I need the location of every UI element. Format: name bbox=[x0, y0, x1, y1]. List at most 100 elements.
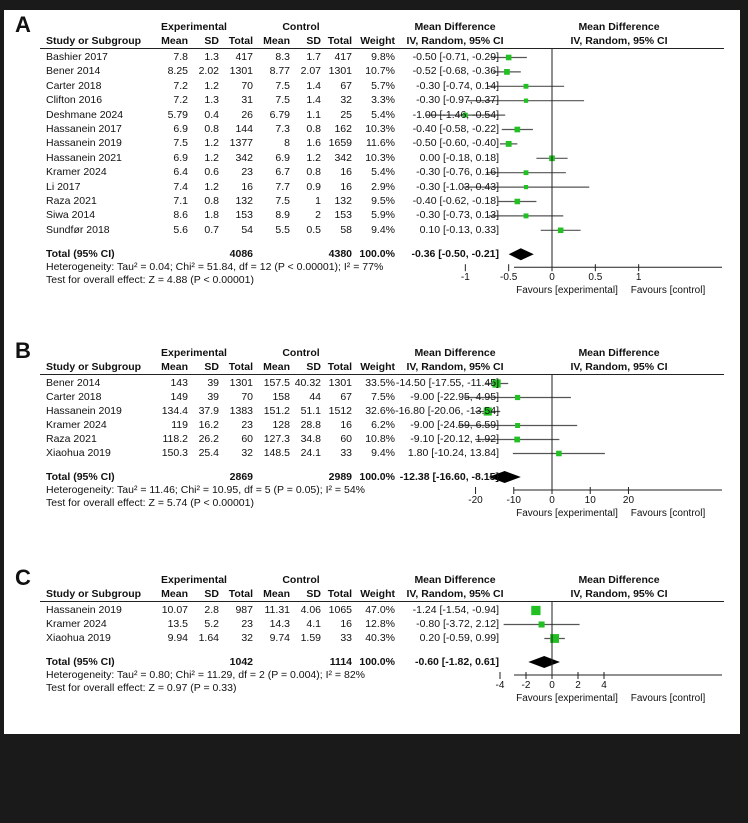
study-cell-e-mean: 7.4 bbox=[173, 180, 188, 193]
total-weight: 100.0% bbox=[359, 248, 395, 261]
total-control: 1114 bbox=[329, 656, 352, 668]
x-tick-label: 0 bbox=[549, 272, 555, 284]
study-cell-c-sd: 34.8 bbox=[300, 433, 321, 445]
column-header: SD bbox=[204, 588, 219, 600]
study-cell-e-sd: 1.2 bbox=[204, 151, 219, 164]
study-cell-e-sd: 1.3 bbox=[204, 94, 219, 107]
study-cell-c-sd: 40.32 bbox=[294, 377, 321, 389]
study-cell-e-mean: 9.94 bbox=[167, 632, 188, 644]
study-cell-c-mean: 7.5 bbox=[275, 195, 290, 207]
plot-header-title: Mean Difference bbox=[578, 574, 660, 586]
group-header-control: Control bbox=[282, 347, 320, 359]
favours-experimental-label: Favours [experimental] bbox=[516, 693, 618, 704]
x-tick-label: -20 bbox=[468, 495, 483, 506]
study-cell-c-total: 1065 bbox=[328, 604, 352, 616]
study-cell-e-total: 132 bbox=[235, 195, 253, 207]
study-cell-c-total: 153 bbox=[334, 209, 352, 222]
study-cell-c-total: 16 bbox=[340, 618, 352, 630]
study-name: Hassanein 2021 bbox=[46, 151, 122, 164]
study-name: Carter 2018 bbox=[46, 391, 102, 403]
study-cell-e-mean: 150.3 bbox=[161, 447, 188, 459]
plot-header-subtitle: IV, Random, 95% CI bbox=[570, 35, 668, 47]
total-label: Total (95% CI) bbox=[46, 248, 115, 261]
study-cell-md-text: -0.30 [-0.74, 0.14] bbox=[416, 79, 499, 92]
study-cell-e-mean: 118.2 bbox=[162, 433, 189, 445]
study-cell-e-mean: 7.2 bbox=[173, 79, 188, 92]
study-cell-c-mean: 5.5 bbox=[275, 223, 290, 236]
heterogeneity-text: Heterogeneity: Tau² = 0.80; Chi² = 11.29… bbox=[46, 669, 365, 681]
study-cell-c-sd: 1.4 bbox=[306, 94, 321, 107]
study-cell-c-mean: 11.31 bbox=[264, 604, 291, 616]
study-cell-md-text: -0.52 [-0.68, -0.36] bbox=[412, 65, 499, 78]
favours-experimental-label: Favours [experimental] bbox=[516, 508, 618, 519]
study-cell-c-total: 342 bbox=[334, 151, 352, 164]
total-experimental: 4086 bbox=[229, 248, 253, 261]
study-cell-md-text: -0.30 [-0.76, 0.16] bbox=[416, 166, 499, 179]
x-tick-label: -1 bbox=[460, 272, 470, 284]
study-cell-c-sd: 1.7 bbox=[306, 51, 321, 63]
study-name: Carter 2018 bbox=[46, 79, 102, 92]
study-name: Hassanein 2019 bbox=[46, 405, 122, 417]
column-header: Total bbox=[228, 588, 253, 600]
study-cell-c-sd: 0.9 bbox=[306, 180, 321, 193]
study-cell-c-mean: 7.7 bbox=[275, 180, 290, 193]
pooled-diamond bbox=[488, 471, 521, 483]
study-cell-e-total: 70 bbox=[241, 391, 253, 403]
effect-marker bbox=[505, 54, 512, 61]
effect-header-title: Mean Difference bbox=[414, 574, 496, 586]
study-cell-md-text: 0.00 [-0.18, 0.18] bbox=[419, 151, 499, 164]
study-cell-md-text: -0.40 [-0.62, -0.18] bbox=[412, 195, 499, 207]
study-cell-c-sd: 0.5 bbox=[306, 223, 321, 236]
total-effect: -12.38 [-16.60, -8.15] bbox=[399, 471, 499, 483]
study-cell-e-sd: 39 bbox=[207, 391, 219, 403]
study-cell-c-sd: 4.1 bbox=[306, 618, 321, 630]
study-cell-c-sd: 51.1 bbox=[300, 405, 321, 417]
study-cell-weight: 9.4% bbox=[371, 447, 395, 459]
column-header: Study or Subgroup bbox=[46, 588, 142, 600]
study-name: Kramer 2024 bbox=[46, 166, 107, 179]
favours-control-label: Favours [control] bbox=[630, 693, 706, 704]
study-cell-c-mean: 7.5 bbox=[275, 79, 290, 92]
study-cell-e-mean: 7.2 bbox=[173, 94, 188, 107]
effect-marker bbox=[556, 450, 562, 457]
panel-label: B bbox=[15, 338, 31, 363]
study-cell-e-mean: 149 bbox=[170, 391, 188, 403]
study-cell-c-mean: 7.3 bbox=[275, 123, 290, 135]
forest-plot-svg bbox=[499, 601, 722, 679]
study-cell-c-sd: 2.07 bbox=[300, 65, 321, 78]
total-effect: -0.36 [-0.50, -0.21] bbox=[411, 248, 499, 261]
panel-label: C bbox=[15, 565, 31, 590]
study-cell-weight: 33.5% bbox=[365, 377, 395, 389]
study-name: Hassanein 2019 bbox=[46, 604, 122, 616]
study-name: Bener 2014 bbox=[46, 65, 101, 78]
header-rule bbox=[40, 374, 724, 375]
study-cell-c-total: 162 bbox=[334, 123, 352, 135]
study-cell-c-total: 33 bbox=[340, 447, 352, 459]
study-cell-c-total: 1512 bbox=[328, 405, 352, 417]
study-cell-c-mean: 8 bbox=[284, 137, 290, 150]
group-header-experimental: Experimental bbox=[161, 347, 227, 359]
heterogeneity-text: Heterogeneity: Tau² = 0.04; Chi² = 51.84… bbox=[46, 261, 384, 274]
pooled-diamond bbox=[528, 656, 560, 668]
study-cell-c-total: 417 bbox=[334, 51, 352, 63]
study-name: Xiaohua 2019 bbox=[46, 447, 111, 459]
effect-marker bbox=[531, 605, 541, 616]
x-tick-label: 20 bbox=[622, 495, 635, 506]
study-cell-e-mean: 6.9 bbox=[173, 123, 188, 135]
study-cell-md-text: -16.80 [-20.06, -13.54] bbox=[395, 405, 499, 417]
study-cell-e-total: 32 bbox=[241, 447, 253, 459]
study-cell-e-mean: 7.8 bbox=[173, 51, 188, 63]
favours-control-label: Favours [control] bbox=[630, 508, 706, 519]
x-tick-label: 10 bbox=[584, 495, 596, 506]
study-cell-e-sd: 0.4 bbox=[204, 108, 219, 121]
study-cell-e-total: 1301 bbox=[229, 377, 253, 389]
study-cell-c-sd: 1.2 bbox=[306, 151, 321, 164]
study-cell-weight: 3.3% bbox=[371, 94, 395, 107]
study-cell-c-total: 1301 bbox=[328, 377, 352, 389]
study-cell-weight: 5.4% bbox=[371, 108, 395, 121]
plot-header-title: Mean Difference bbox=[578, 347, 660, 359]
study-cell-c-mean: 151.2 bbox=[263, 405, 290, 417]
study-cell-c-sd: 0.8 bbox=[306, 166, 321, 179]
heterogeneity-text: Heterogeneity: Tau² = 11.46; Chi² = 10.9… bbox=[46, 484, 365, 496]
favours-experimental-label: Favours [experimental] bbox=[516, 285, 618, 297]
